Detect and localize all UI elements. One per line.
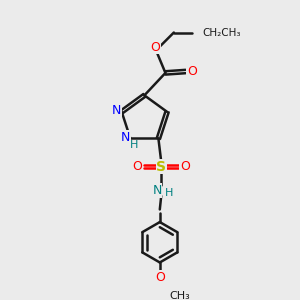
Text: N: N — [152, 184, 162, 197]
Text: N: N — [121, 130, 130, 144]
Text: O: O — [180, 160, 190, 173]
Text: CH₂CH₃: CH₂CH₃ — [203, 28, 241, 38]
Text: O: O — [151, 40, 160, 54]
Text: S: S — [156, 160, 166, 173]
Text: H: H — [165, 188, 173, 198]
Text: O: O — [155, 271, 165, 284]
Text: O: O — [133, 160, 142, 173]
Text: H: H — [130, 140, 138, 151]
Text: O: O — [187, 65, 197, 78]
Text: CH₃: CH₃ — [169, 291, 190, 300]
Text: N: N — [112, 104, 122, 117]
